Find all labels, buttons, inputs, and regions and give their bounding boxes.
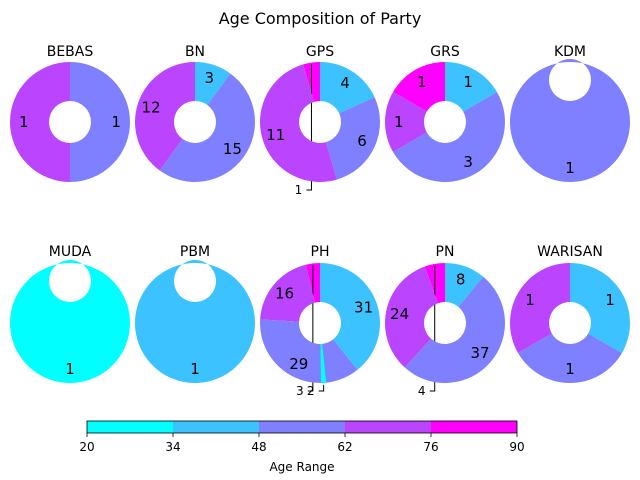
colorbar-label: Age Range xyxy=(269,460,334,474)
donut-slice-34-48 xyxy=(570,263,630,353)
donut-slice-48-62 xyxy=(393,92,505,182)
colorbar-tick-label: 34 xyxy=(165,440,180,454)
donut-slice-62-76 xyxy=(385,266,438,368)
donut-slice-48-62 xyxy=(518,333,622,384)
donut-slice-20-34 xyxy=(9,260,130,383)
chart-title: Age Composition of Party xyxy=(219,9,422,28)
donut-ph: PH 3 16 29 31 2 xyxy=(260,244,381,398)
donut-muda: MUDA 1 xyxy=(9,244,130,383)
slice-value-label: 1 xyxy=(525,291,535,309)
slice-value-label: 3 xyxy=(296,384,304,398)
slice-value-label: 4 xyxy=(418,384,426,398)
slice-value-label: 1 xyxy=(65,360,75,378)
slice-value-label: 11 xyxy=(266,126,285,144)
donut-title: PH xyxy=(311,244,330,260)
colorbar-tick-label: 76 xyxy=(423,440,438,454)
donut-title: KDM xyxy=(554,44,586,60)
slice-value-label: 1 xyxy=(394,113,404,131)
donut-slice-48-62 xyxy=(70,62,130,182)
slice-value-label: 4 xyxy=(340,74,350,92)
slice-value-label: 1 xyxy=(417,73,427,91)
slice-value-label: 1 xyxy=(111,113,121,131)
donut-slice-62-76 xyxy=(10,62,70,182)
slice-value-label: 1 xyxy=(605,291,615,309)
slice-value-label: 1 xyxy=(190,360,200,378)
donut-title: PN xyxy=(436,244,455,260)
slice-value-label: 3 xyxy=(463,153,473,171)
donut-title: WARISAN xyxy=(537,244,603,260)
colorbar-segment xyxy=(345,421,431,433)
colorbar-segment xyxy=(173,421,259,433)
slice-value-label: 12 xyxy=(142,99,161,117)
donut-slice-34-48 xyxy=(445,62,497,112)
slice-value-label: 6 xyxy=(357,132,367,150)
leader-line xyxy=(306,64,312,191)
donut-pbm: PBM 1 xyxy=(134,244,255,383)
slice-value-label: 2 xyxy=(307,384,315,398)
slice-value-label: 1 xyxy=(295,183,303,197)
slice-value-label: 1 xyxy=(463,73,473,91)
colorbar-tick-label: 20 xyxy=(79,440,94,454)
donut-title: GPS xyxy=(306,44,334,60)
colorbar-segment xyxy=(87,421,173,433)
colorbar-tick-label: 62 xyxy=(337,440,352,454)
leader-line xyxy=(429,265,436,392)
colorbar-segment xyxy=(259,421,345,433)
leader-line xyxy=(318,384,325,392)
slice-value-label: 1 xyxy=(565,360,575,378)
slice-value-label: 15 xyxy=(223,140,242,158)
donut-title: BEBAS xyxy=(47,44,94,60)
donut-slice-34-48 xyxy=(445,263,484,307)
slice-value-label: 31 xyxy=(354,299,373,317)
donut-slice-48-62 xyxy=(509,59,630,182)
donut-title: PBM xyxy=(180,244,210,260)
donut-bebas: BEBAS 1 1 xyxy=(10,44,130,182)
slice-value-label: 29 xyxy=(289,355,308,373)
colorbar-tick-label: 90 xyxy=(509,440,524,454)
donut-slice-62-76 xyxy=(135,62,195,171)
donut-slice-48-62 xyxy=(404,276,506,384)
donut-slice-62-76 xyxy=(260,264,316,322)
donut-slice-48-62 xyxy=(159,73,256,182)
slice-value-label: 1 xyxy=(565,159,575,177)
colorbar-frame xyxy=(86,420,518,434)
slice-value-label: 8 xyxy=(456,271,466,289)
donut-title: GRS xyxy=(430,44,460,60)
donut-slice-62-76 xyxy=(385,92,427,152)
donut-bn: BN 12 15 3 xyxy=(135,44,256,182)
donut-slice-34-48 xyxy=(320,62,375,114)
colorbar-segment xyxy=(431,421,517,433)
donut-warisan: WARISAN 1 1 1 xyxy=(510,244,630,384)
donut-slice-34-48 xyxy=(134,260,255,383)
donut-slice-76-90 xyxy=(393,62,445,112)
slice-value-label: 1 xyxy=(19,113,29,131)
donut-slice-48-62 xyxy=(260,319,358,384)
colorbar: 20 34 48 62 76 90 Age Range xyxy=(79,420,525,474)
colorbar-tick-label: 48 xyxy=(251,440,266,454)
donut-slice-small xyxy=(320,343,327,383)
donut-slice-34-48 xyxy=(320,263,381,370)
slice-value-label: 3 xyxy=(205,69,215,87)
donut-kdm: KDM 1 xyxy=(509,44,630,182)
slice-value-label: 24 xyxy=(390,305,409,323)
donut-slice-48-62 xyxy=(325,97,380,180)
donut-title: MUDA xyxy=(49,244,92,260)
leader-line xyxy=(307,265,314,392)
donut-pn: PN 4 24 37 8 xyxy=(385,244,506,398)
donut-slice-62-76 xyxy=(260,64,337,182)
slice-value-label: 16 xyxy=(275,284,294,302)
donut-slice-62-76 xyxy=(510,263,570,353)
donut-slice-34-48 xyxy=(195,62,231,106)
donut-title: BN xyxy=(185,44,205,60)
slice-value-label: 37 xyxy=(470,344,489,362)
